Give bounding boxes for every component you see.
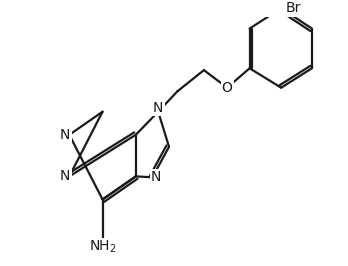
Text: N: N [60,169,70,183]
Text: N: N [60,128,70,142]
Text: N: N [151,170,161,184]
Text: NH$_2$: NH$_2$ [89,239,116,255]
Text: Br: Br [285,1,301,15]
Text: O: O [222,81,232,95]
Text: N: N [153,101,164,115]
